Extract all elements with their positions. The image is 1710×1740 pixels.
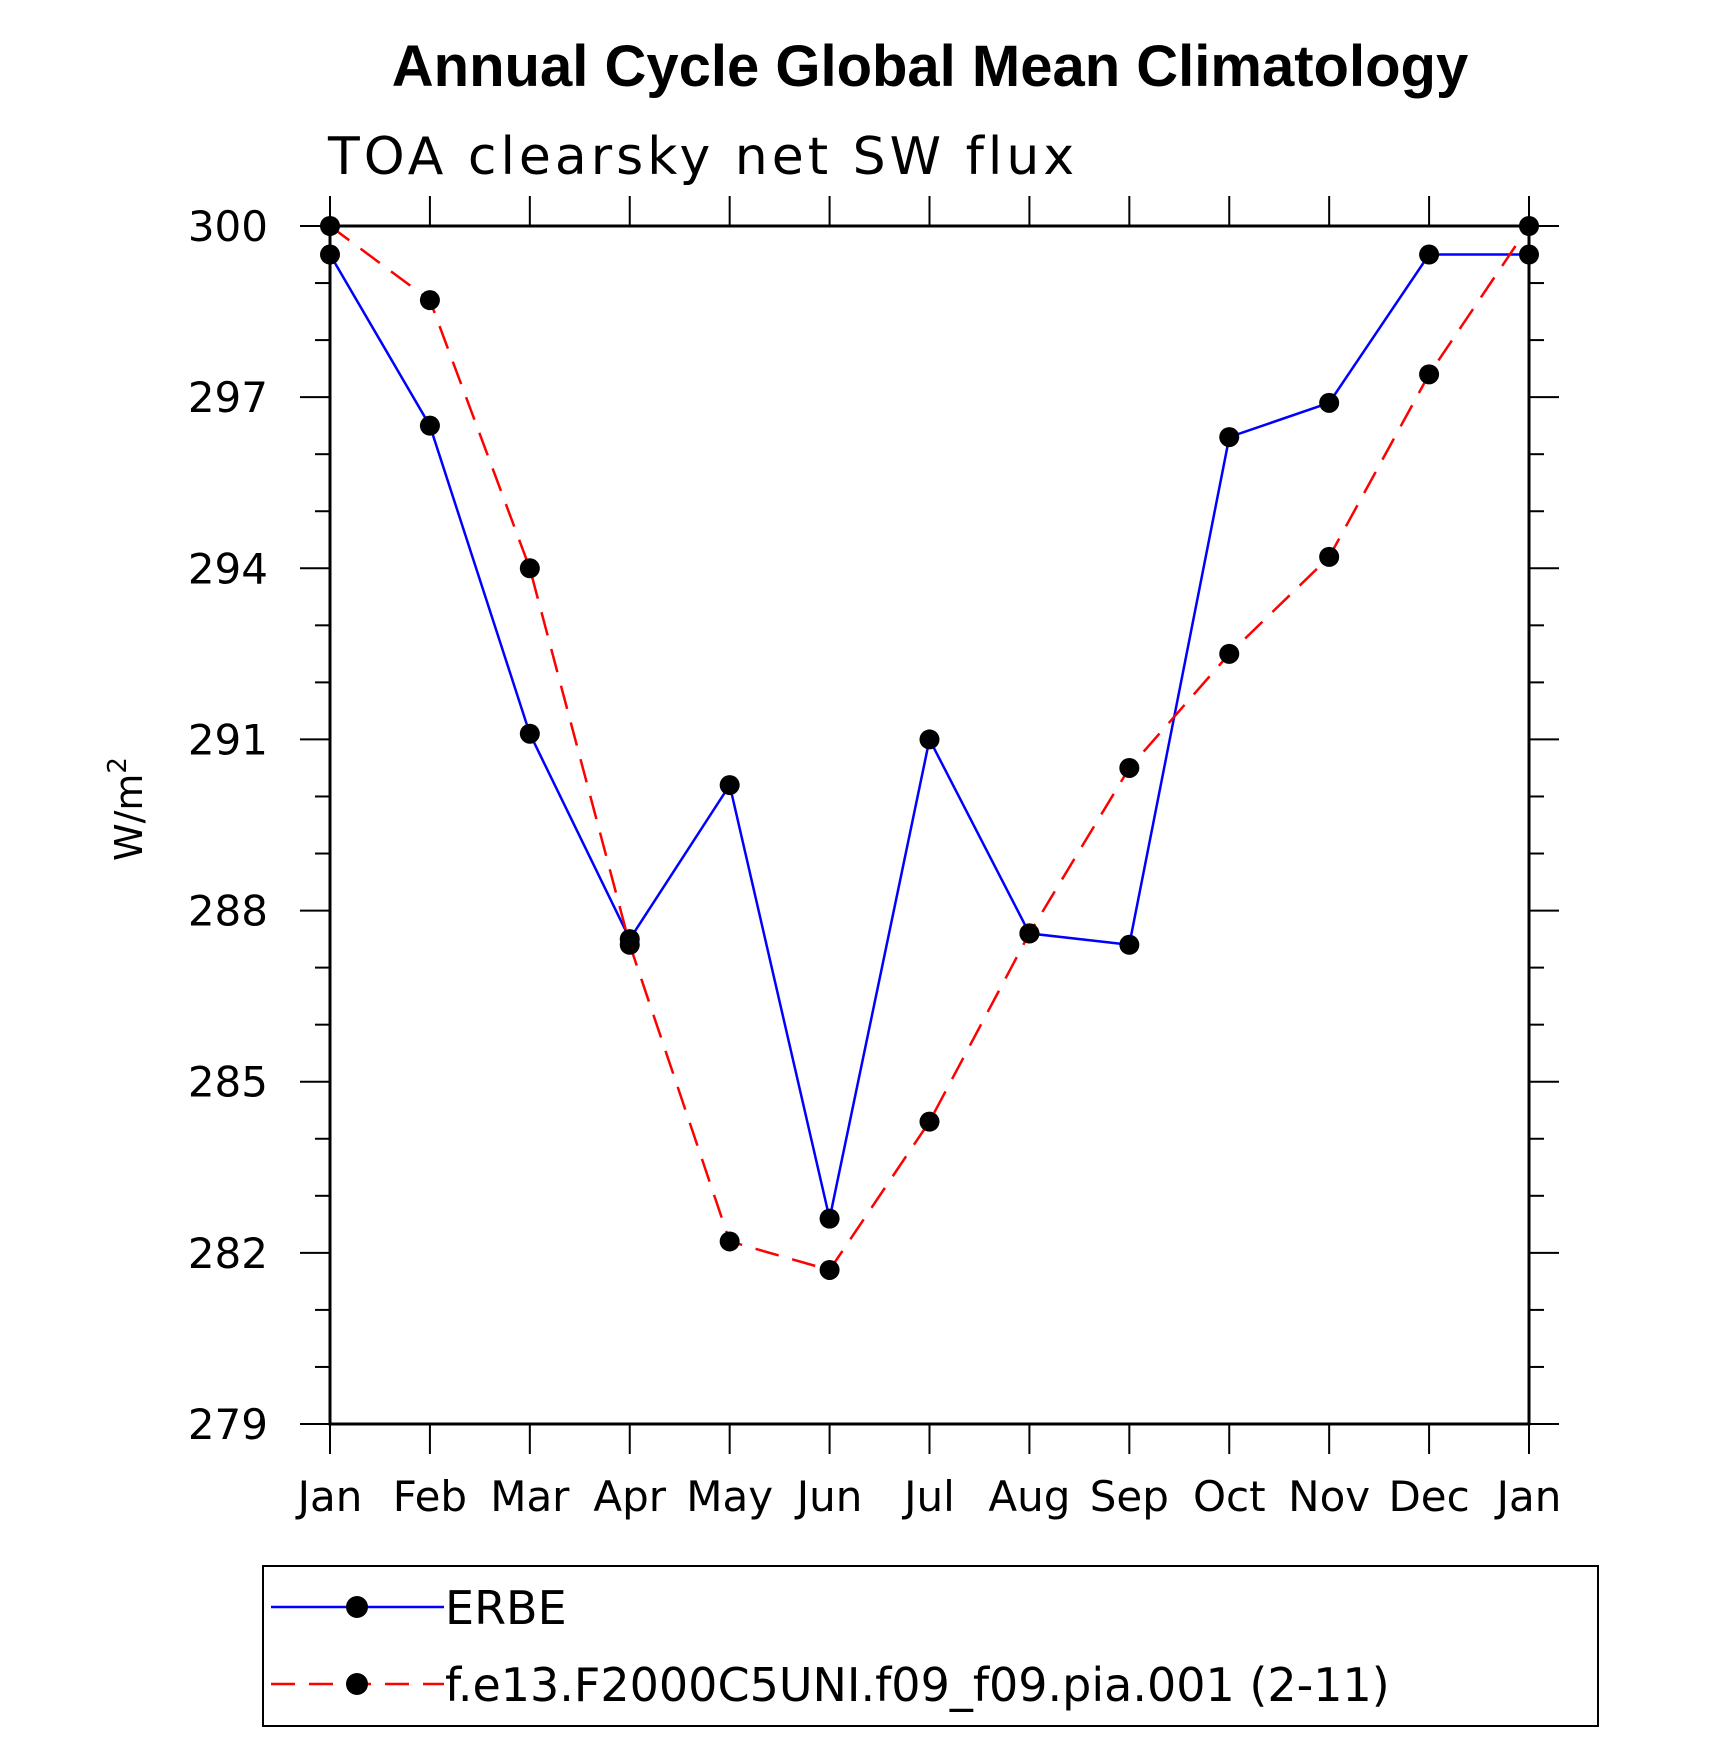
x-tick-label: Jan [1494, 1472, 1562, 1521]
y-tick-label: 282 [188, 1229, 268, 1278]
series-0-point [519, 723, 540, 744]
series-0-point [919, 729, 940, 750]
x-tick-label: Nov [1288, 1472, 1370, 1521]
series-0-point [320, 244, 340, 265]
plot-frame [328, 224, 1531, 1426]
chart-title: Annual Cycle Global Mean Climatology [392, 34, 1468, 99]
y-tick-label: 279 [188, 1400, 268, 1449]
legend: ERBE f.e13.F2000C5UNI.f09_f09.pia.001 (2… [262, 1565, 1599, 1727]
series-1-point [1119, 757, 1140, 778]
series-1-point [919, 1111, 940, 1132]
x-tick-label: Aug [988, 1472, 1070, 1521]
legend-label-erbe: ERBE [445, 1581, 567, 1635]
series-layer [320, 216, 1539, 1280]
legend-marker-erbe [346, 1596, 368, 1618]
series-0-point [1519, 244, 1539, 265]
series-1-point [1219, 643, 1240, 664]
x-tick-label: Feb [393, 1472, 467, 1521]
y-axis-label-superscript: 2 [103, 757, 133, 774]
y-axis-label: W/m2 [103, 757, 151, 861]
series-0-point [1319, 392, 1340, 413]
x-axis-ticks: Jan Feb Mar Apr May Jun Jul Aug Sep Oct Nov Dec Jan [295, 196, 1562, 1521]
x-tick-label: Oct [1193, 1472, 1266, 1521]
y-axis-label-text: W/m [107, 774, 151, 861]
x-tick-label: Jul [901, 1472, 955, 1521]
series-0-point [1419, 244, 1440, 265]
x-tick-label: Jun [794, 1472, 863, 1521]
series-0-point [1119, 934, 1140, 955]
series-0-point [719, 775, 740, 796]
series-1-point [1319, 546, 1340, 567]
x-tick-label: Mar [490, 1472, 570, 1521]
series-0-point [819, 1208, 840, 1229]
legend-label-model: f.e13.F2000C5UNI.f09_f09.pia.001 (2-11) [445, 1658, 1390, 1712]
series-0-point [1219, 427, 1240, 448]
x-tick-label: Dec [1388, 1472, 1469, 1521]
y-tick-label: 285 [188, 1058, 268, 1107]
y-tick-label: 300 [188, 202, 268, 251]
series-1-point [1519, 216, 1539, 236]
series-1-point [519, 558, 540, 579]
series-1-point [320, 216, 340, 236]
y-tick-label: 297 [188, 373, 268, 422]
series-1-point [719, 1231, 740, 1252]
legend-box [262, 1565, 1599, 1727]
chart-subtitle: TOA clearsky net SW flux [327, 127, 1078, 187]
legend-marker-model [346, 1673, 368, 1695]
series-0-point [419, 415, 440, 436]
x-tick-label: Apr [593, 1472, 666, 1521]
series-1-point [419, 290, 440, 311]
y-tick-label: 294 [188, 544, 268, 593]
x-tick-label: Jan [295, 1472, 363, 1521]
series-1-point [1019, 923, 1040, 944]
y-tick-label: 291 [188, 715, 268, 764]
series-1-point [619, 934, 640, 955]
y-tick-label: 288 [188, 887, 268, 936]
series-1-point [1419, 364, 1440, 385]
x-tick-label: May [686, 1472, 773, 1521]
x-tick-label: Sep [1090, 1472, 1169, 1521]
y-axis-ticks: 300 297 294 291 288 285 282 279 [188, 202, 1559, 1449]
series-1-point [819, 1259, 840, 1280]
